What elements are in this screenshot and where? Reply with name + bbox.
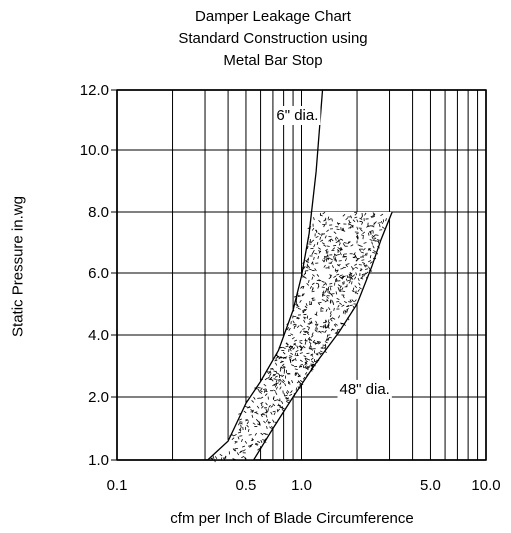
y-tick-label: 6.0 <box>88 265 109 282</box>
y-tick-label: 2.0 <box>88 389 109 406</box>
annotation-48-inch-dia: 48" dia. <box>339 381 389 398</box>
y-tick-label: 4.0 <box>88 327 109 344</box>
x-tick-label: 0.1 <box>107 477 128 494</box>
y-tick-label: 8.0 <box>88 204 109 221</box>
annotation-6-inch-dia: 6" dia. <box>276 107 318 124</box>
x-tick-label: 0.5 <box>236 477 257 494</box>
x-tick-label: 1.0 <box>291 477 312 494</box>
y-tick-label: 1.0 <box>88 452 109 469</box>
x-tick-label: 5.0 <box>420 477 441 494</box>
x-axis-label: cfm per Inch of Blade Circumference <box>92 510 492 527</box>
x-tick-label: 10.0 <box>471 477 500 494</box>
y-tick-label: 12.0 <box>80 82 109 99</box>
y-axis-label: Static Pressure in.wg <box>10 167 27 367</box>
y-tick-label: 10.0 <box>80 142 109 159</box>
